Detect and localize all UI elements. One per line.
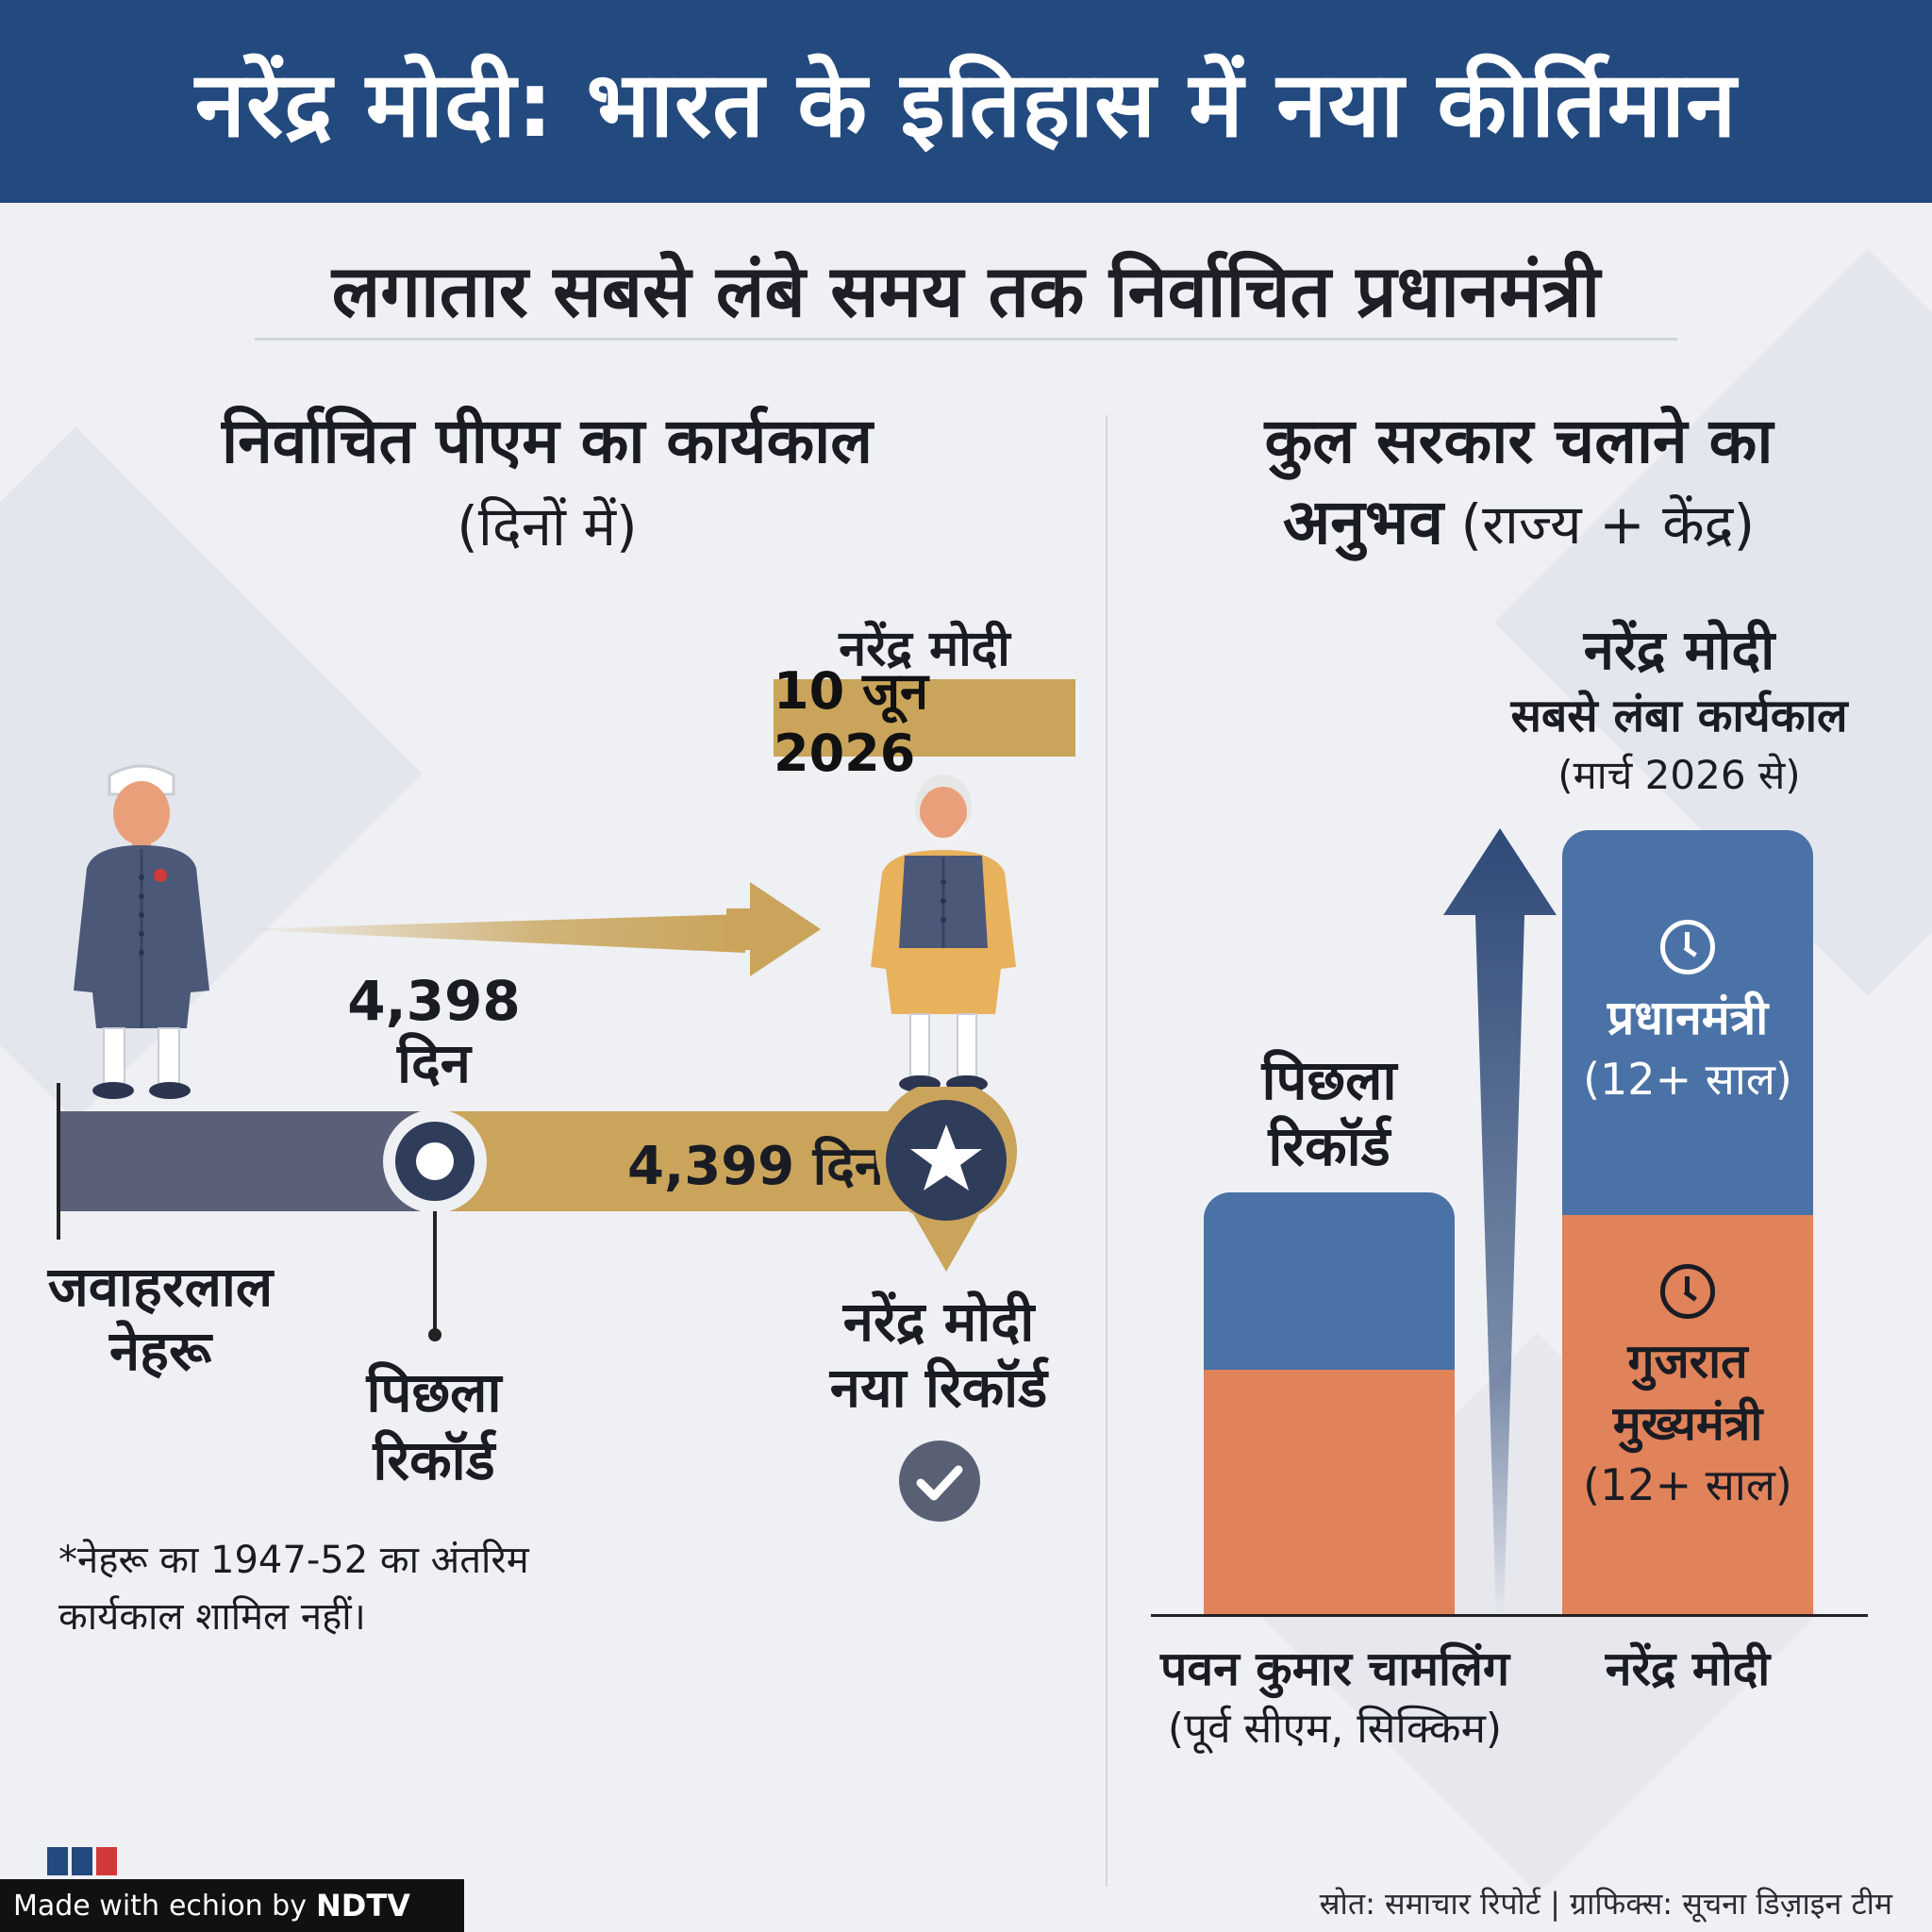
cm-years: (12+ साल) xyxy=(1583,1459,1792,1510)
nehru-tenure-track xyxy=(60,1111,447,1211)
pm-label: प्रधानमंत्री xyxy=(1607,991,1769,1045)
previous-record-dot xyxy=(428,1328,441,1341)
chart-baseline xyxy=(1151,1614,1868,1617)
made-with-text: Made with xyxy=(13,1889,159,1923)
clock-icon xyxy=(1660,920,1715,974)
modi-record-name: नरेंद्र मोदी xyxy=(1583,618,1775,682)
ndtv-logo-icon xyxy=(47,1840,117,1879)
modi-tenure-track xyxy=(443,1111,934,1211)
progress-arrow-icon xyxy=(236,882,821,976)
nehru-name-line2: नेहरू xyxy=(108,1319,212,1383)
chamling-subtitle: (पूर्व सीएम, सिक्किम) xyxy=(1167,1705,1503,1753)
nehru-name-label: जवाहरलाल नेहरू xyxy=(28,1255,292,1383)
pm-years: (12+ साल) xyxy=(1583,1054,1792,1105)
right-section-title-rest: (राज्य + केंद्र) xyxy=(1443,492,1756,557)
vertical-divider xyxy=(1106,415,1108,1887)
timeline-start-tick xyxy=(57,1083,60,1240)
left-modi-name: नरेंद्र मोदी xyxy=(839,621,1010,677)
echion-text: echion by xyxy=(168,1889,307,1923)
previous-record-line2: रिकॉर्ड xyxy=(373,1428,495,1492)
nehru-days-label: 4,398 दिन xyxy=(321,970,547,1094)
new-record-line1: नरेंद्र मोदी xyxy=(842,1290,1035,1354)
record-date-badge: 10 जून 2026 xyxy=(774,661,1075,783)
right-section-heading: कुल सरकार चलाने का अनुभव (राज्य + केंद्र… xyxy=(1132,401,1906,579)
nehru-days-value: 4,398 xyxy=(347,969,521,1033)
modi-days-label: 4,399 दिन xyxy=(627,1136,884,1197)
horizontal-divider xyxy=(255,338,1677,341)
pm-segment-label: प्रधानमंत्री (12+ साल) xyxy=(1562,987,1813,1109)
right-section-title-bold: अनुभव xyxy=(1282,486,1444,558)
right-previous-record-line2: रिकॉर्ड xyxy=(1268,1114,1391,1178)
right-section-title-line2: अनुभव (राज्य + केंद्र) xyxy=(1132,482,1906,579)
nehru-figure-icon xyxy=(74,764,209,1099)
modi-record-caption: नरेंद्र मोदी सबसे लंबा कार्यकाल (मार्च 2… xyxy=(1453,615,1906,804)
modi-bar-name: नरेंद्र मोदी xyxy=(1605,1641,1771,1696)
footnote-line1: *नेहरू का 1947-52 का अंतरिम xyxy=(58,1539,529,1582)
left-section-heading: निर्वाचित पीएम का कार्यकाल (दिनों में) xyxy=(75,396,1019,561)
source-credit: स्रोत: समाचार रिपोर्ट | ग्राफिक्स: सूचना… xyxy=(1319,1886,1892,1922)
previous-record-line1: पिछला xyxy=(366,1360,502,1424)
ndtv-text: NDTV xyxy=(315,1888,410,1924)
check-icon xyxy=(899,1441,980,1522)
chamling-central-segment xyxy=(1204,1192,1455,1372)
nehru-days-unit: दिन xyxy=(396,1031,471,1095)
right-previous-record-label: पिछला रिकॉर्ड xyxy=(1204,1047,1455,1179)
left-section-title: निर्वाचित पीएम का कार्यकाल xyxy=(222,405,873,477)
new-record-line2: नया रिकॉर्ड xyxy=(829,1356,1048,1420)
made-with-banner: Made with echion by NDTV xyxy=(0,1879,464,1932)
previous-record-label: पिछला रिकॉर्ड xyxy=(311,1358,557,1494)
modi-record-since: (मार्च 2026 से) xyxy=(1557,752,1801,798)
modi-record-caption-text: सबसे लंबा कार्यकाल xyxy=(1510,690,1848,742)
growth-arrow-icon xyxy=(1443,828,1557,1617)
page-title: नरेंद्र मोदी: भारत के इतिहास में नया कीर… xyxy=(194,52,1738,158)
footnote-line2: कार्यकाल शामिल नहीं। xyxy=(58,1595,366,1639)
right-previous-record-line1: पिछला xyxy=(1261,1048,1397,1112)
footnote: *नेहरू का 1947-52 का अंतरिम कार्यकाल शाम… xyxy=(58,1532,529,1645)
modi-figure-icon xyxy=(871,774,1016,1092)
header-banner: नरेंद्र मोदी: भारत के इतिहास में नया कीर… xyxy=(0,0,1932,203)
page-subtitle: लगातार सबसे लंबे समय तक निर्वाचित प्रधान… xyxy=(331,249,1601,333)
modi-bar-label: नरेंद्र मोदी xyxy=(1562,1638,1813,1700)
nehru-name-line1: जवाहरलाल xyxy=(47,1255,274,1319)
star-pin-icon xyxy=(875,1087,1017,1272)
new-record-label: नरेंद्र मोदी नया रिकॉर्ड xyxy=(783,1289,1094,1421)
chamling-label: पवन कुमार चामलिंग (पूर्व सीएम, सिक्किम) xyxy=(1123,1638,1547,1758)
previous-record-marker xyxy=(383,1109,487,1213)
clock-icon xyxy=(1660,1264,1715,1319)
cm-segment-label: गुजरात मुख्यमंत्री (12+ साल) xyxy=(1562,1330,1813,1515)
cm-label-line2: मुख्यमंत्री xyxy=(1612,1396,1763,1451)
previous-record-stem xyxy=(433,1211,437,1334)
chamling-name: पवन कुमार चामलिंग xyxy=(1159,1641,1510,1696)
chamling-state-segment xyxy=(1204,1370,1455,1615)
right-section-title-line1: कुल सरकार चलाने का xyxy=(1264,405,1774,477)
left-section-subtitle: (दिनों में) xyxy=(457,494,638,558)
modi-pm-segment xyxy=(1562,830,1813,1217)
cm-label-line1: गुजरात xyxy=(1627,1334,1748,1389)
